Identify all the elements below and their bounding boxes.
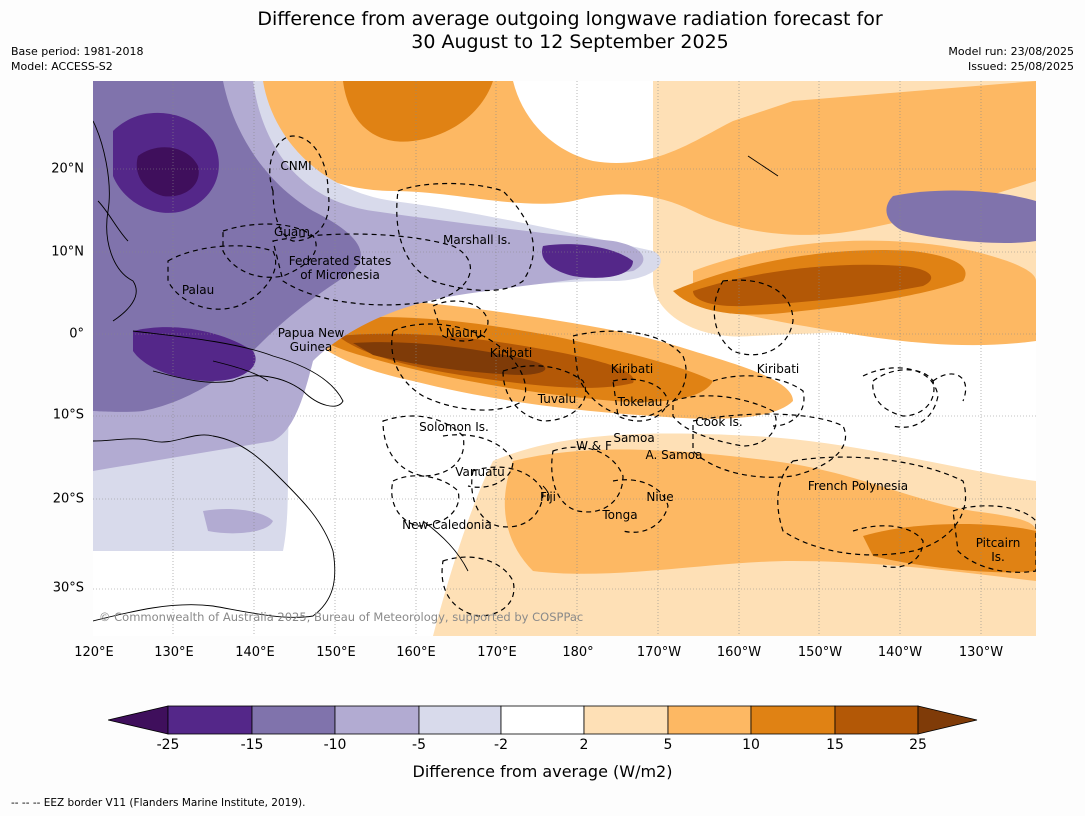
- lon-tick-label: 140°E: [235, 645, 275, 660]
- issued-date: Issued: 25/08/2025: [967, 60, 1074, 73]
- model-name: Model: ACCESS-S2: [11, 60, 113, 73]
- place-label-multiline: Pitcairn Is.: [976, 536, 1021, 564]
- gridlines: [93, 81, 1036, 636]
- lon-tick-label: 120°E: [74, 645, 114, 660]
- colorbar-tick-label: -15: [240, 737, 264, 753]
- place-label: Palau: [181, 283, 215, 297]
- colorbar-swatch: [583, 705, 669, 735]
- place-label-line: Papua New: [277, 326, 345, 340]
- place-label-line: Is.: [991, 550, 1005, 564]
- anomaly-region-purple-hawaii-east: [886, 190, 1036, 243]
- place-label: Fiji: [539, 490, 557, 504]
- colorbar-swatch: [167, 705, 253, 735]
- colorbar-tick-label: 25: [909, 737, 927, 753]
- colorbar-swatch-high-extend: [917, 705, 978, 735]
- copyright-notice: © Commonwealth of Australia 2025, Bureau…: [99, 610, 584, 624]
- anomaly-region-deep-orange-east: [693, 264, 932, 307]
- colorbar-tick-label: 15: [826, 737, 844, 753]
- place-label: Tuvalu: [537, 392, 577, 406]
- lat-tick-label: 0°: [69, 326, 84, 342]
- place-label: Vanuatu: [455, 465, 505, 479]
- place-label-multiline: Federated States of Micronesia: [289, 254, 391, 282]
- colorbar-tick-label: 5: [663, 737, 673, 753]
- colorbar: [108, 705, 978, 735]
- anomaly-region-darkest-purple: [136, 147, 199, 197]
- lat-tick-label: 10°N: [51, 244, 84, 260]
- colorbar-swatch: [667, 705, 752, 735]
- place-label: A. Samoa: [645, 448, 703, 462]
- lon-tick-label: 150°E: [316, 645, 356, 660]
- place-label: Marshall Is.: [443, 233, 511, 247]
- anomaly-map: [93, 81, 1036, 636]
- lon-tick-label: 170°W: [636, 645, 682, 660]
- meta-right: Model run: 23/08/2025 Issued: 25/08/2025: [948, 44, 1074, 74]
- coastlines: [93, 120, 779, 622]
- map-panel: © Commonwealth of Australia 2025, Bureau…: [93, 81, 1036, 636]
- eez-legend-note: -- -- -- EEZ border V11 (Flanders Marine…: [11, 797, 306, 809]
- colorbar-swatch: [418, 705, 502, 735]
- place-label: Kiribati: [756, 362, 800, 376]
- place-label: Kiribati: [610, 362, 654, 376]
- lon-tick-label: 130°E: [154, 645, 194, 660]
- colorbar-swatch: [334, 705, 420, 735]
- place-label-line: Guinea: [289, 340, 333, 354]
- anomaly-region-deepest-orange: [353, 342, 546, 375]
- colorbar-tick-label: -10: [323, 737, 347, 753]
- colorbar-swatch: [251, 705, 336, 735]
- base-period: Base period: 1981-2018: [11, 45, 144, 58]
- colorbar-swatch: [750, 705, 836, 735]
- colorbar-tick-label: -2: [494, 737, 508, 753]
- eez-borders: [167, 135, 1036, 617]
- place-label-line: of Micronesia: [300, 268, 380, 282]
- colorbar-tick-label: 2: [579, 737, 589, 753]
- meta-left: Base period: 1981-2018 Model: ACCESS-S2: [11, 44, 143, 74]
- anomaly-region-purple-south: [203, 509, 273, 534]
- lon-tick-label: 170°E: [477, 645, 517, 660]
- chart-title: Difference from average outgoing longwav…: [0, 8, 1085, 54]
- colorbar-tick-label: -5: [412, 737, 426, 753]
- place-label: French Polynesia: [807, 479, 909, 493]
- place-label: Samoa: [613, 431, 655, 445]
- colorbar-tick-label: -25: [156, 737, 180, 753]
- place-label-multiline: Papua New Guinea: [278, 326, 345, 354]
- colorbar-swatch: [834, 705, 919, 735]
- place-label-line: Federated States: [288, 254, 392, 268]
- lat-tick-label: 10°S: [52, 407, 84, 423]
- place-label-line: Pitcairn: [975, 536, 1021, 550]
- place-label: Solomon Is.: [419, 420, 489, 434]
- lon-tick-label: 140°W: [877, 645, 923, 660]
- anomaly-region-dark-purple-marshall: [542, 244, 633, 278]
- place-label: Cook Is.: [695, 415, 743, 429]
- lon-tick-label: 180°: [562, 645, 594, 660]
- lon-tick-label: 160°E: [396, 645, 436, 660]
- lat-tick-label: 20°S: [52, 491, 84, 507]
- lon-tick-label: 160°W: [716, 645, 762, 660]
- colorbar-label: Difference from average (W/m2): [412, 762, 673, 781]
- place-label: Nauru: [445, 326, 483, 340]
- colorbar-swatch: [500, 705, 585, 735]
- lon-tick-label: 130°W: [958, 645, 1004, 660]
- lon-tick-label: 150°W: [797, 645, 843, 660]
- place-label: New Caledonia: [402, 518, 492, 532]
- colorbar-tick-label: 10: [742, 737, 760, 753]
- anomaly-region-dark-orange-pitcairn: [863, 524, 1036, 573]
- colorbar-swatch-low-extend: [108, 705, 169, 735]
- lat-tick-label: 20°N: [51, 161, 84, 177]
- place-label: W & F: [576, 439, 612, 453]
- anomaly-region-dark-purple-png: [133, 327, 256, 381]
- model-run: Model run: 23/08/2025: [948, 45, 1074, 58]
- lat-tick-label: 30°S: [52, 580, 84, 596]
- place-label: Niue: [646, 490, 674, 504]
- place-label: Guam: [274, 225, 310, 239]
- title-line-2: 30 August to 12 September 2025: [411, 31, 729, 53]
- place-label: Kiribati: [489, 346, 533, 360]
- place-label: Tonga: [602, 508, 638, 522]
- place-label: CNMI: [280, 159, 312, 173]
- place-label: Tokelau: [617, 395, 663, 409]
- anomaly-region-dark-orange-north: [343, 81, 493, 142]
- title-line-1: Difference from average outgoing longwav…: [257, 8, 883, 30]
